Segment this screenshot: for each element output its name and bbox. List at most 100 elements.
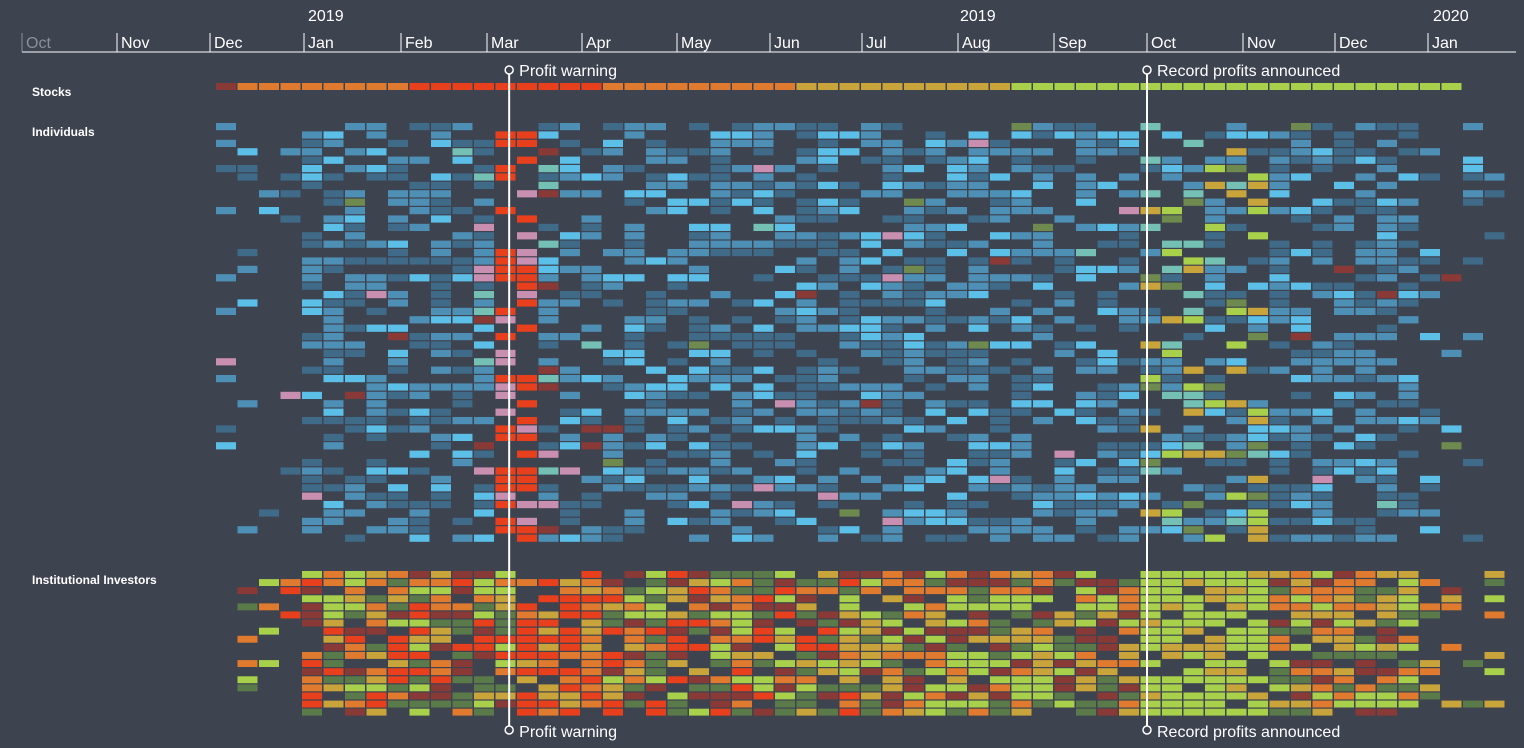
individual-cell (990, 425, 1010, 433)
individual-cell (968, 383, 989, 391)
individual-cell (323, 375, 344, 383)
institution-cell (366, 668, 387, 676)
individual-cell (646, 299, 666, 307)
individual-cell (990, 450, 1010, 458)
individual-cell (1076, 181, 1096, 189)
individual-cell (861, 139, 881, 147)
individual-cell (517, 131, 537, 139)
institution-cell (302, 579, 322, 586)
institution-cell (452, 652, 473, 659)
individual-cell (861, 349, 881, 357)
individual-cell (345, 324, 365, 332)
institution-cell (925, 627, 946, 635)
individual-cell (1377, 165, 1397, 173)
institution-cell (1291, 643, 1311, 651)
institution-cell (1248, 708, 1268, 716)
individual-cell (366, 282, 387, 290)
individual-cell (667, 282, 688, 290)
institution-cell (538, 652, 559, 659)
institution-cell (710, 660, 731, 667)
institution-cell (904, 668, 924, 676)
individual-cell (345, 190, 365, 198)
individual-cell (1162, 207, 1182, 215)
individual-cell (624, 274, 645, 282)
individual-cell (1355, 249, 1376, 257)
institution-cell (409, 595, 430, 603)
institution-cell (904, 571, 924, 578)
individual-cell (302, 467, 322, 475)
individual-cell (818, 358, 838, 366)
institution-cell (1312, 603, 1333, 611)
individual-cell (925, 341, 946, 349)
institution-cell (538, 692, 559, 700)
individual-cell (409, 223, 430, 231)
individual-cell (1226, 265, 1247, 273)
individual-cell (1269, 425, 1290, 433)
institution-cell (517, 668, 537, 676)
individual-cell (1119, 316, 1139, 324)
individual-cell (538, 366, 559, 374)
institution-cell (1291, 700, 1311, 708)
institution-cell (388, 684, 408, 692)
institution-cell (1076, 571, 1096, 578)
individual-cell (1420, 148, 1440, 156)
individual-cell (474, 375, 494, 383)
individual-cell (818, 534, 838, 542)
individual-cell (302, 475, 322, 483)
institution-cell (495, 652, 516, 659)
individual-cell (237, 249, 258, 257)
institution-cell (517, 652, 537, 659)
institution-cell (839, 660, 860, 667)
individual-cell (1011, 131, 1032, 139)
individual-cell (1183, 366, 1204, 374)
institution-cell (560, 643, 580, 651)
individual-cell (1011, 433, 1032, 441)
stocks-cell (1269, 83, 1290, 90)
individual-cell (302, 299, 322, 307)
individual-cell (517, 274, 537, 282)
individual-cell (409, 190, 430, 198)
institution-cell (1269, 603, 1290, 611)
institution-cell (710, 684, 731, 692)
institution-cell (1205, 652, 1225, 659)
individual-cell (1226, 156, 1247, 164)
institution-cell (968, 579, 989, 586)
institution-cell (1355, 619, 1376, 627)
institution-cell (1355, 595, 1376, 603)
individual-cell (216, 425, 236, 433)
individual-cell (366, 324, 387, 332)
individual-cell (732, 240, 752, 248)
individual-cell (581, 324, 602, 332)
institution-cell (1334, 579, 1354, 586)
individual-cell (1205, 131, 1225, 139)
individual-cell (990, 198, 1010, 206)
individual-cell (1183, 408, 1204, 416)
institution-cell (753, 676, 774, 684)
institution-cell (452, 643, 473, 651)
annotation-marker-top (504, 65, 514, 75)
individual-cell (1420, 173, 1440, 181)
individual-cell (323, 223, 344, 231)
individual-cell (947, 165, 967, 173)
individual-cell (1269, 249, 1290, 257)
individual-cell (861, 131, 881, 139)
institution-cell (538, 619, 559, 627)
individual-cell (409, 501, 430, 509)
individual-cell (495, 467, 516, 475)
individual-cell (732, 181, 752, 189)
institution-cell (388, 668, 408, 676)
individual-cell (581, 534, 602, 542)
individual-cell (667, 501, 688, 509)
individual-cell (345, 341, 365, 349)
individual-cell (581, 274, 602, 282)
individual-cell (1355, 156, 1376, 164)
institution-cell (495, 660, 516, 667)
individual-cell (1291, 215, 1311, 223)
month-label: May (681, 35, 711, 52)
individual-cell (925, 408, 946, 416)
institution-cell (753, 660, 774, 667)
institution-cell (990, 684, 1010, 692)
individual-cell (431, 333, 451, 341)
stocks-cell (1377, 83, 1397, 90)
